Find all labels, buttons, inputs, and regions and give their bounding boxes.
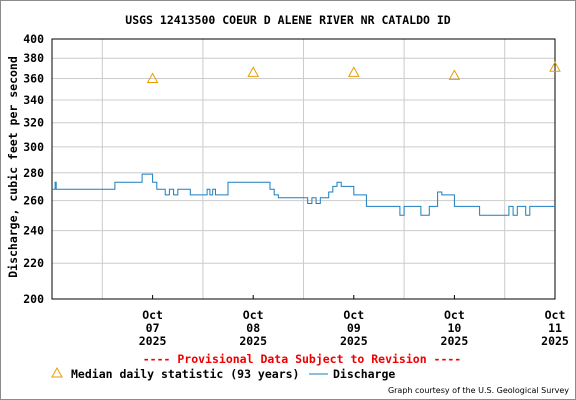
y-tick-label: 240 bbox=[23, 224, 44, 238]
median-marker bbox=[347, 66, 360, 77]
x-tick-year: 2025 bbox=[441, 334, 469, 348]
x-tick-day: 11 bbox=[548, 321, 562, 335]
y-tick-label: 200 bbox=[23, 292, 44, 306]
y-tick-label: 340 bbox=[23, 93, 44, 107]
chart-title: USGS 12413500 COEUR D ALENE RIVER NR CAT… bbox=[125, 13, 451, 27]
x-tick-month: Oct bbox=[444, 308, 465, 322]
median-marker bbox=[146, 72, 159, 84]
x-tick-year: 2025 bbox=[239, 334, 267, 348]
y-tick-label: 360 bbox=[23, 72, 44, 86]
median-marker bbox=[247, 66, 260, 77]
x-tick-year: 2025 bbox=[139, 334, 167, 348]
y-tick-label: 220 bbox=[23, 256, 44, 270]
x-tick-day: 07 bbox=[146, 321, 160, 335]
provisional-note: ---- Provisional Data Subject to Revisio… bbox=[142, 352, 462, 366]
y-tick-label: 400 bbox=[23, 32, 44, 46]
credit-note: Graph courtesy of the U.S. Geological Su… bbox=[387, 386, 569, 395]
x-tick-year: 2025 bbox=[340, 334, 368, 348]
x-tick-month: Oct bbox=[343, 308, 364, 322]
legend-median-symbol bbox=[51, 366, 63, 378]
x-tick-year: 2025 bbox=[541, 334, 569, 348]
y-tick-label: 300 bbox=[23, 140, 44, 154]
median-marker bbox=[549, 61, 561, 72]
plot-border bbox=[51, 38, 556, 300]
x-tick-month: Oct bbox=[142, 308, 163, 322]
x-tick-day: 08 bbox=[246, 321, 260, 335]
discharge-line bbox=[52, 173, 555, 216]
y-axis-label: Discharge, cubic feet per second bbox=[6, 56, 20, 278]
y-tick-label: 380 bbox=[23, 51, 44, 65]
median-marker bbox=[448, 69, 461, 80]
y-tick-label: 320 bbox=[23, 116, 44, 130]
x-tick-month: Oct bbox=[545, 308, 566, 322]
x-tick-day: 09 bbox=[347, 321, 361, 335]
legend-discharge-label: Discharge bbox=[333, 367, 396, 381]
y-tick-label: 260 bbox=[23, 194, 44, 208]
x-tick-day: 10 bbox=[447, 321, 461, 335]
y-tick-label: 280 bbox=[23, 166, 44, 180]
x-tick-month: Oct bbox=[243, 308, 264, 322]
legend-median-label: Median daily statistic (93 years) bbox=[71, 367, 300, 381]
